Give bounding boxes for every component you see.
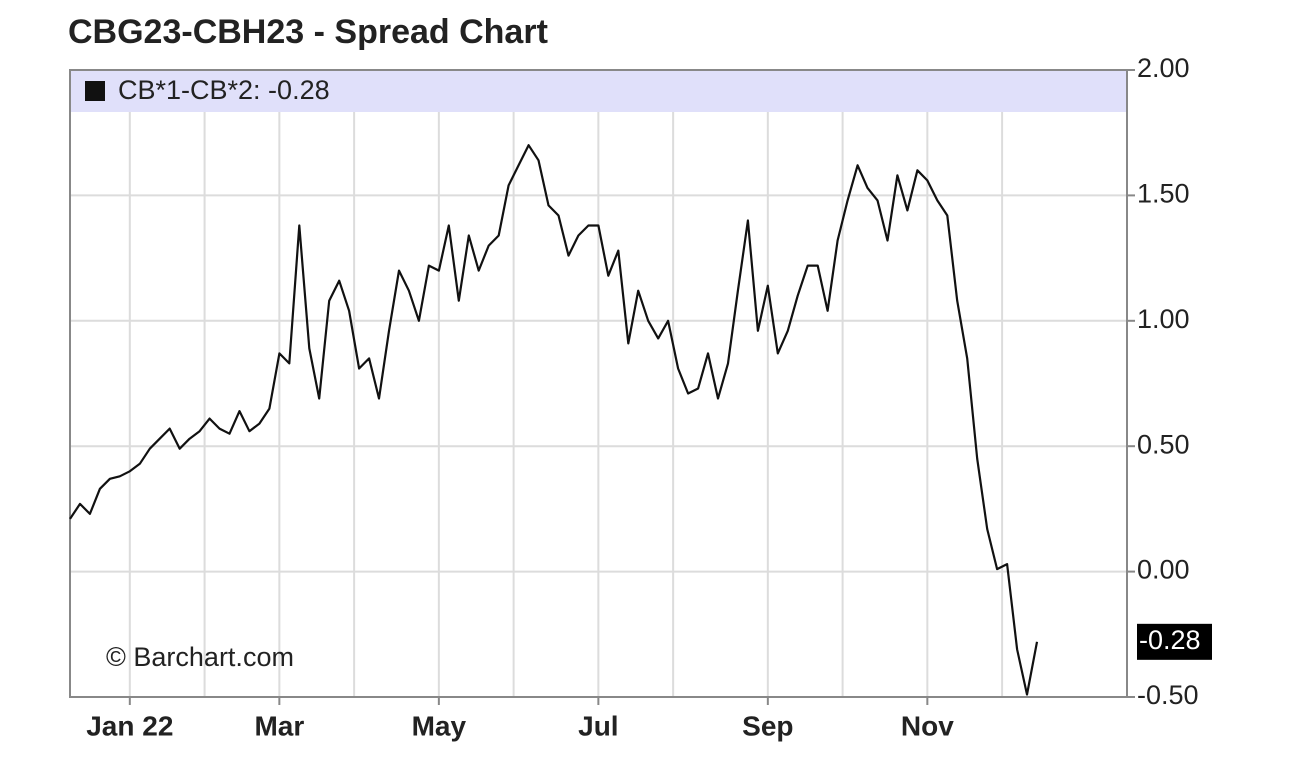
- price-line: [69, 144, 1039, 696]
- x-tick-label: Sep: [742, 710, 793, 741]
- legend-swatch: [85, 81, 105, 101]
- y-tick-label: 1.50: [1137, 179, 1190, 209]
- y-tick-label: 1.00: [1137, 304, 1190, 334]
- y-tick-label: 2.00: [1137, 53, 1190, 83]
- legend-band: [71, 71, 1126, 112]
- watermark: © Barchart.com: [106, 642, 294, 672]
- current-value-label: -0.28: [1139, 625, 1201, 655]
- x-tick-label: Jul: [578, 710, 618, 741]
- current-value-badge: [1137, 623, 1212, 660]
- x-tick-label: Jan 22: [86, 710, 173, 741]
- chart-title: CBG23-CBH23 - Spread Chart: [68, 13, 548, 51]
- x-tick-label: May: [412, 710, 467, 741]
- x-tick-label: Mar: [254, 710, 304, 741]
- legend-label: CB*1-CB*2: -0.28: [118, 75, 330, 105]
- y-tick-label: -0.50: [1137, 680, 1199, 710]
- y-tick-label: 0.00: [1137, 555, 1190, 585]
- y-tick-label: 0.50: [1137, 429, 1190, 459]
- x-tick-label: Nov: [901, 710, 954, 741]
